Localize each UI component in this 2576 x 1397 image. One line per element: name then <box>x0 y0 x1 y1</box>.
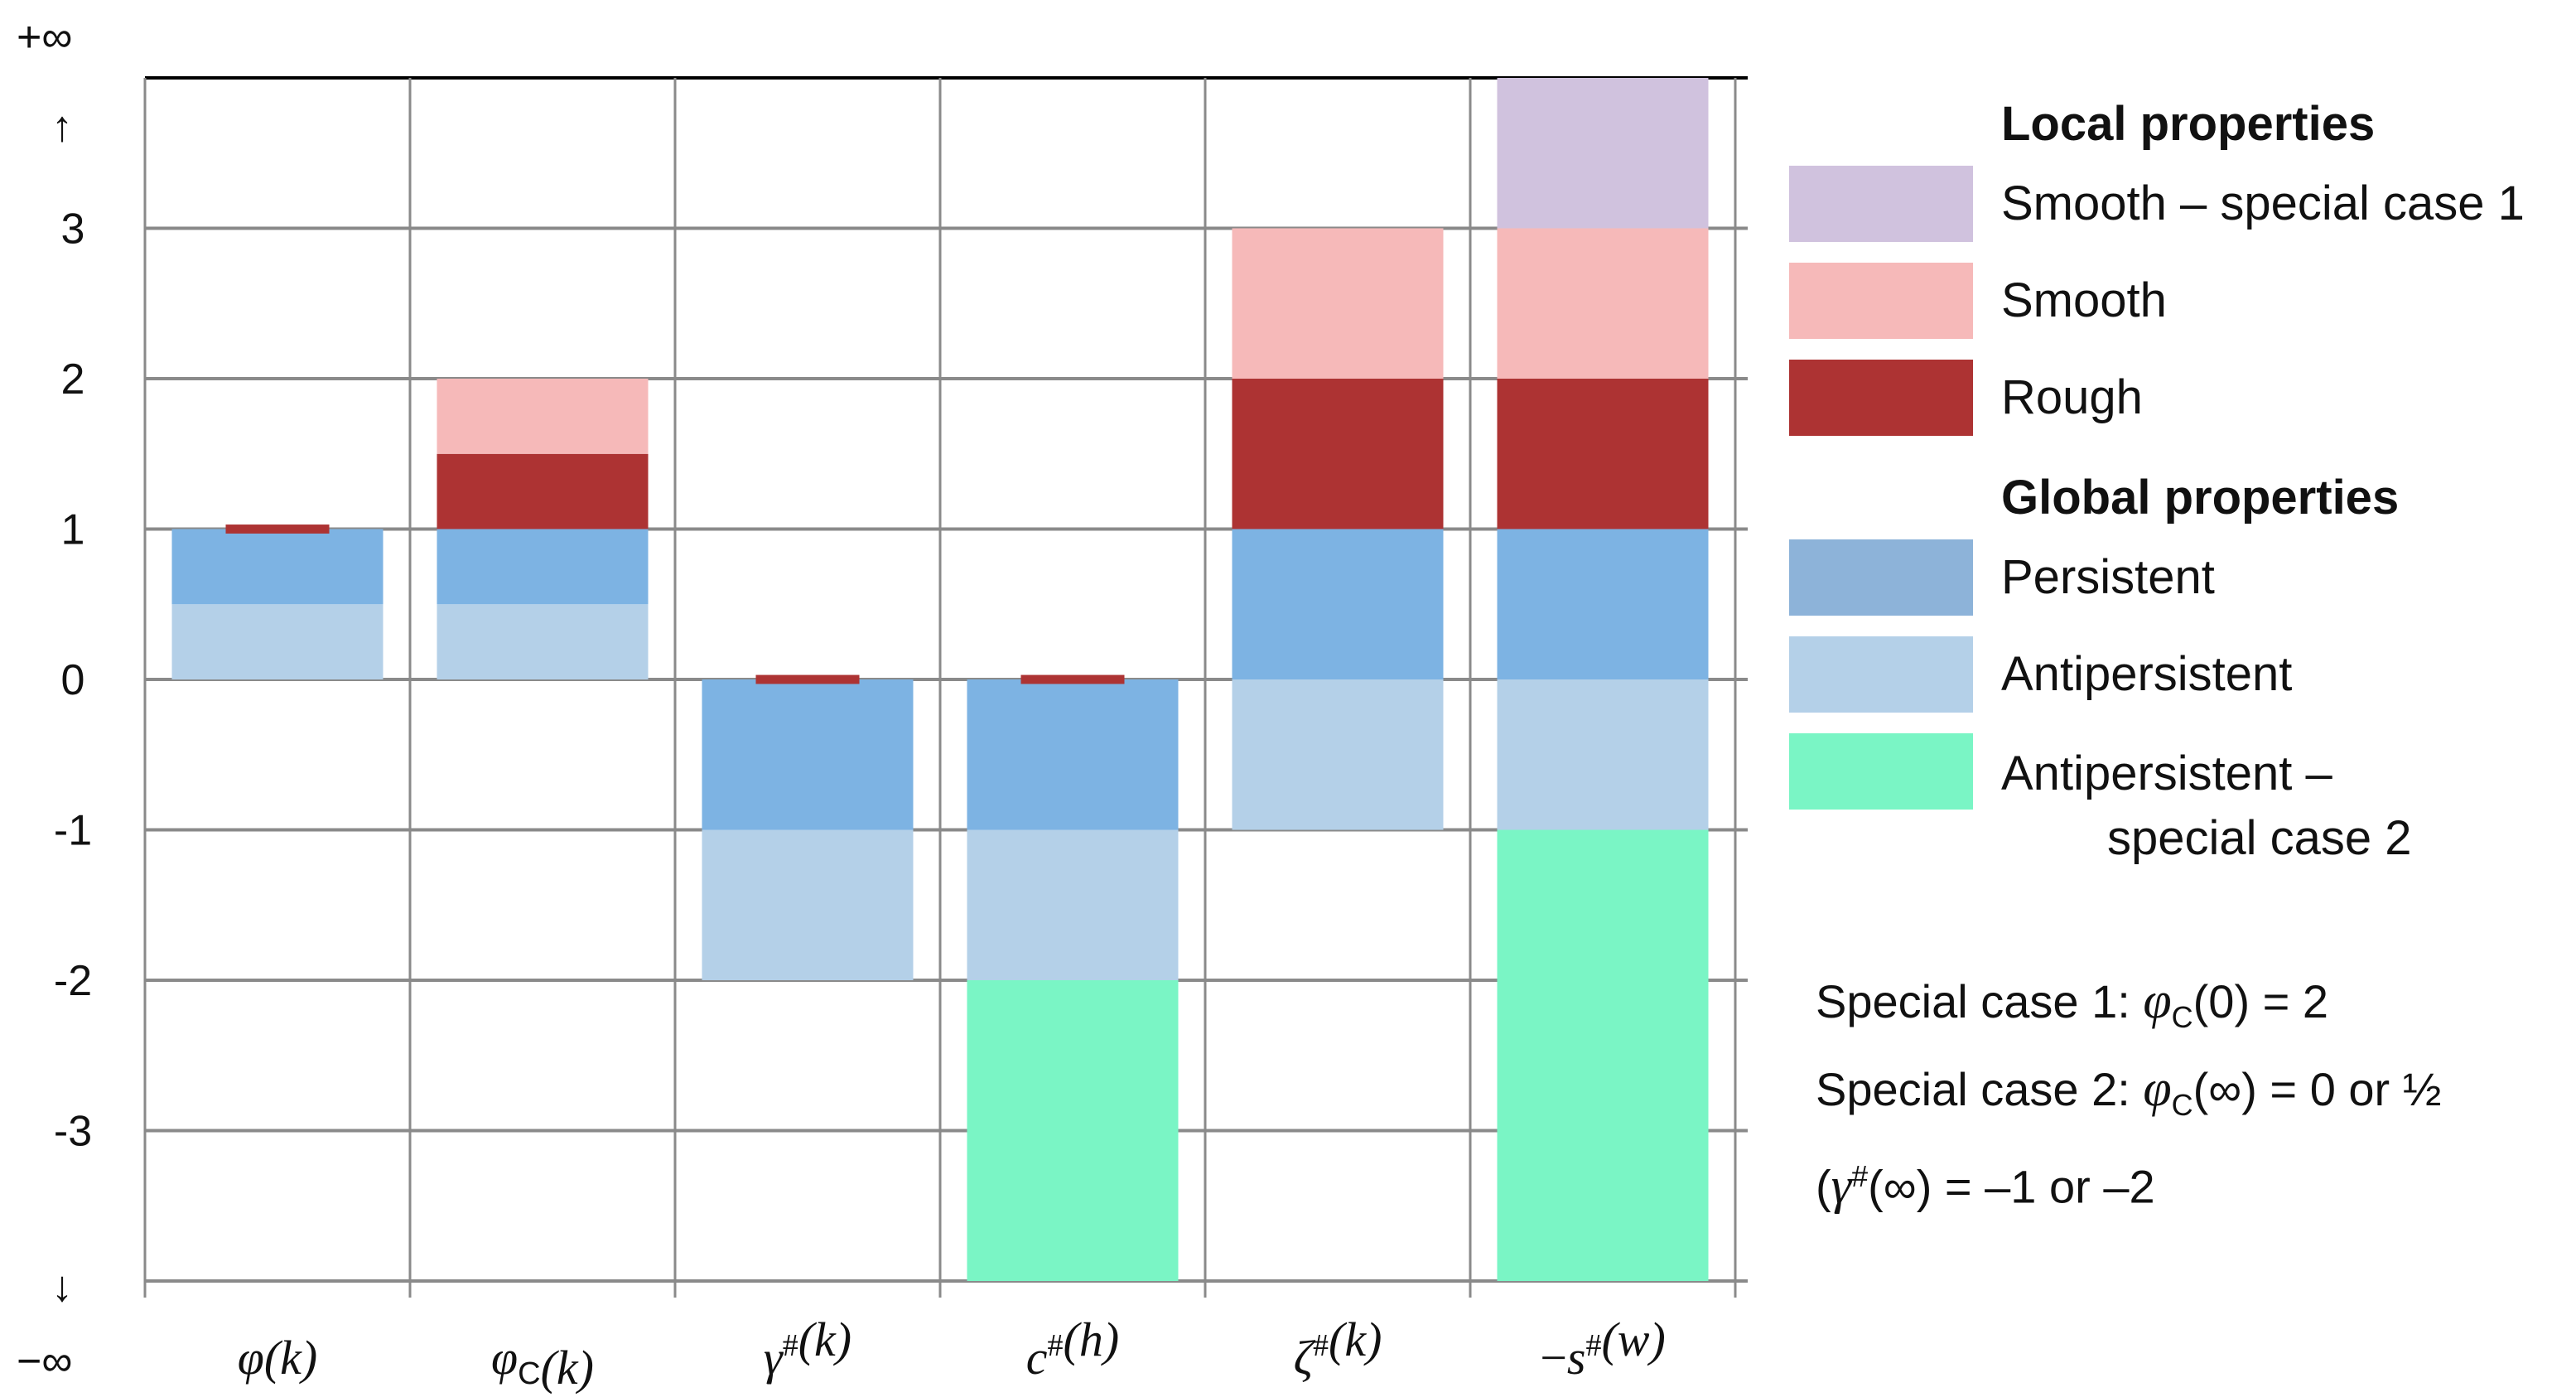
y-tick-label: 3 <box>61 205 85 254</box>
legend-label-line2: special case 2 <box>2107 811 2412 865</box>
note-special-case-2-gamma: (γ#(∞) = –1 or –2 <box>1816 1141 2561 1223</box>
bar-segment <box>437 604 649 679</box>
y-tick-label: -2 <box>54 957 92 1005</box>
bar-segment <box>1232 679 1444 830</box>
bar-segment <box>1232 529 1444 679</box>
legend-swatch <box>1789 166 1973 242</box>
note-prefix: Special case 1: <box>1816 975 2144 1027</box>
legend-global-heading: Global properties <box>2001 471 2400 524</box>
bar-segment <box>1497 529 1709 679</box>
legend-label: Antipersistent <box>2001 647 2293 701</box>
bar-segment <box>1497 679 1709 830</box>
bar-segment <box>225 524 330 534</box>
special-case-notes: Special case 1: φC(0) = 2 Special case 2… <box>1816 965 2561 1223</box>
legend-item-smooth: Smooth <box>1789 263 2576 360</box>
legend-swatch <box>1789 636 1973 713</box>
y-tick-label: −∞ <box>17 1337 72 1385</box>
legend-label: Smooth – special case 1 <box>2001 176 2525 230</box>
legend-label: Antipersistent – special case 2 <box>2001 742 2412 871</box>
legend-item-antipersistent: Antipersistent <box>1789 636 2576 733</box>
note-prefix: Special case 2: <box>1816 1063 2144 1116</box>
grid-lines <box>143 76 1748 1298</box>
note-subscript: C <box>2171 1088 2193 1123</box>
legend-label: Smooth <box>2001 273 2167 327</box>
x-category-label: γ#(k) <box>764 1312 851 1385</box>
legend-swatch <box>1789 539 1973 616</box>
y-tick-label: -1 <box>54 807 92 855</box>
note-rest: (∞) = 0 or ½ <box>2192 1063 2442 1116</box>
bar-segment <box>437 379 649 454</box>
bar-segment <box>1497 228 1709 379</box>
note-symbol: φ <box>2143 973 2172 1029</box>
y-tick-label: 1 <box>61 506 85 554</box>
legend-label: Persistent <box>2001 550 2215 604</box>
y-tick-label: 2 <box>61 355 85 404</box>
bar-segment <box>437 453 649 529</box>
note-open-paren: ( <box>1816 1161 1831 1214</box>
note-rest: (0) = 2 <box>2192 975 2329 1027</box>
bar-segment <box>437 529 649 605</box>
y-axis-ticks: +∞ 3 2 1 0 -1 -2 -3 −∞ ↑ ↓ <box>17 13 92 1385</box>
y-tick-label: -3 <box>54 1108 92 1156</box>
legend-local-heading: Local properties <box>2001 97 2376 151</box>
bar-segment <box>702 679 914 830</box>
y-tick-label: +∞ <box>17 13 72 61</box>
legend-item-rough: Rough <box>1789 360 2576 457</box>
bar-segment <box>1232 228 1444 379</box>
y-tick-label: 0 <box>61 656 85 704</box>
note-subscript: C <box>2171 1000 2193 1035</box>
legend-item-smooth-special-1: Smooth – special case 1 <box>1789 166 2576 263</box>
bar-segment <box>171 529 384 605</box>
note-symbol: γ <box>1831 1158 1852 1216</box>
bar-segment <box>1497 78 1709 229</box>
legend-item-persistent: Persistent <box>1789 539 2576 636</box>
legend-swatch <box>1789 263 1973 339</box>
bar-segment <box>1232 379 1444 529</box>
legend-swatch <box>1789 360 1973 436</box>
bar-segment <box>967 679 1179 830</box>
arrow-up-icon: ↑ <box>51 103 73 151</box>
arrow-down-icon: ↓ <box>51 1263 73 1311</box>
x-category-label: c#(h) <box>1026 1312 1119 1385</box>
legend-label-line1: Antipersistent – <box>2001 747 2332 800</box>
x-category-label: φC(k) <box>491 1331 594 1395</box>
note-symbol: φ <box>2143 1061 2172 1118</box>
x-category-label: ζ#(k) <box>1294 1312 1382 1385</box>
legend-item-antipersistent-special-2: Antipersistent – special case 2 <box>1789 733 2576 882</box>
bar-segment <box>967 829 1179 980</box>
bar-segment <box>967 980 1179 1281</box>
note-special-case-1: Special case 1: φC(0) = 2 <box>1816 965 2561 1053</box>
x-category-label: φ(k) <box>238 1331 317 1385</box>
bar-segment <box>702 829 914 980</box>
note-superscript: # <box>1851 1159 1869 1194</box>
bar-segment <box>171 604 384 679</box>
note-special-case-2: Special case 2: φC(∞) = 0 or ½ <box>1816 1053 2561 1141</box>
legend-label: Rough <box>2001 370 2143 424</box>
bar-segment <box>1497 829 1709 1281</box>
x-category-label: −s#(w) <box>1540 1312 1666 1385</box>
note-rest: (∞) = –1 or –2 <box>1868 1161 2155 1214</box>
x-axis-categories: φ(k) φC(k) γ#(k) c#(h) ζ#(k) −s#(w) <box>238 1312 1666 1395</box>
bar-segment <box>1497 379 1709 529</box>
bars <box>171 78 1709 1281</box>
bar-segment <box>1020 674 1125 684</box>
legend-swatch <box>1789 733 1973 810</box>
legend: Local properties Smooth – special case 1… <box>1789 83 2576 882</box>
bar-segment <box>755 674 860 684</box>
